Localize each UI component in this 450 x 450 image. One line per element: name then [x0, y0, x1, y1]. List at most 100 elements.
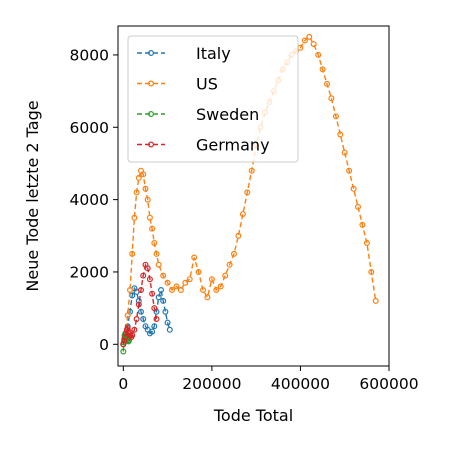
data-point [200, 287, 207, 294]
data-point [144, 265, 151, 272]
data-point [173, 283, 180, 290]
y-tick-label: 8000 [70, 46, 109, 64]
data-point [153, 316, 160, 323]
data-point [164, 279, 171, 286]
legend-marker [148, 49, 155, 56]
data-point [363, 240, 370, 247]
data-point [155, 294, 162, 301]
data-point [133, 316, 140, 323]
data-point [153, 250, 160, 257]
data-point [133, 189, 140, 196]
data-point [151, 323, 158, 330]
data-point [124, 312, 131, 319]
plot-frame [117, 25, 390, 367]
data-point [239, 211, 246, 218]
data-point [368, 269, 375, 276]
x-tick-label: 200000 [182, 375, 241, 393]
data-point [126, 287, 133, 294]
legend-marker [148, 80, 155, 87]
series-layer [120, 33, 379, 355]
data-point [129, 332, 136, 339]
legend-label: US [196, 75, 218, 94]
data-point [177, 287, 184, 294]
data-point [144, 196, 151, 203]
data-point [217, 283, 224, 290]
data-point [213, 287, 220, 294]
legend-marker [148, 110, 155, 117]
data-point [182, 279, 189, 286]
y-tick-label: 0 [99, 336, 109, 354]
x-axis-label: Tode Total [213, 406, 293, 425]
legend-label: Sweden [196, 105, 259, 124]
data-point [151, 240, 158, 247]
data-point [301, 37, 308, 44]
data-point [315, 51, 322, 58]
data-point [160, 272, 167, 279]
data-point [324, 80, 331, 87]
y-axis-label: Neue Tode letzte 2 Tage [23, 100, 42, 291]
y-axis: 0 2000 4000 6000 8000 [70, 46, 118, 354]
data-point [346, 167, 353, 174]
data-point [355, 203, 362, 210]
data-point [140, 316, 147, 323]
data-point [226, 261, 233, 268]
data-point [328, 95, 335, 102]
data-point [231, 250, 238, 257]
data-point [306, 33, 313, 40]
series-us [120, 33, 379, 348]
data-point [135, 301, 142, 308]
data-point [129, 250, 136, 257]
data-point [359, 221, 366, 228]
data-point [319, 66, 326, 73]
x-tick-label: 600000 [359, 375, 418, 393]
data-point [121, 337, 128, 344]
data-point [151, 305, 158, 312]
data-point [158, 287, 165, 294]
data-point [135, 174, 142, 181]
data-point [131, 326, 138, 333]
legend-label: Germany [196, 136, 270, 155]
data-point [310, 41, 317, 48]
legend-item-us: US [137, 75, 218, 94]
data-point [131, 214, 138, 221]
data-point [149, 290, 156, 297]
x-tick-label: 400000 [271, 375, 330, 393]
y-tick-label: 6000 [70, 119, 109, 137]
data-point [186, 276, 193, 283]
x-tick-label: 0 [118, 375, 128, 393]
data-point [155, 261, 162, 268]
legend-item-sweden: Sweden [137, 105, 259, 124]
legend-marker [148, 141, 155, 148]
data-point [140, 171, 147, 178]
data-point [235, 232, 242, 239]
data-point [135, 297, 142, 304]
data-point [146, 214, 153, 221]
y-tick-label: 4000 [70, 191, 109, 209]
data-point [124, 325, 131, 332]
data-point [142, 185, 149, 192]
data-point [191, 254, 198, 261]
data-point [138, 308, 145, 315]
data-point [372, 297, 379, 304]
legend-label: Italy [196, 44, 231, 63]
legend-item-italy: Italy [137, 44, 231, 63]
data-point [140, 272, 147, 279]
data-point [169, 287, 176, 294]
data-point [160, 297, 167, 304]
data-point [162, 308, 169, 315]
data-point [350, 185, 357, 192]
series-germany [120, 261, 160, 348]
legend-item-germany: Germany [137, 136, 270, 155]
data-point [166, 326, 173, 333]
data-point [164, 319, 171, 326]
legend-box [127, 35, 299, 163]
data-point [208, 276, 215, 283]
x-axis: 0 200000 400000 600000 [118, 366, 419, 393]
data-point [138, 287, 145, 294]
data-point [149, 328, 156, 335]
data-point [248, 167, 255, 174]
data-point [146, 276, 153, 283]
data-point [332, 113, 339, 120]
data-point [204, 294, 211, 301]
